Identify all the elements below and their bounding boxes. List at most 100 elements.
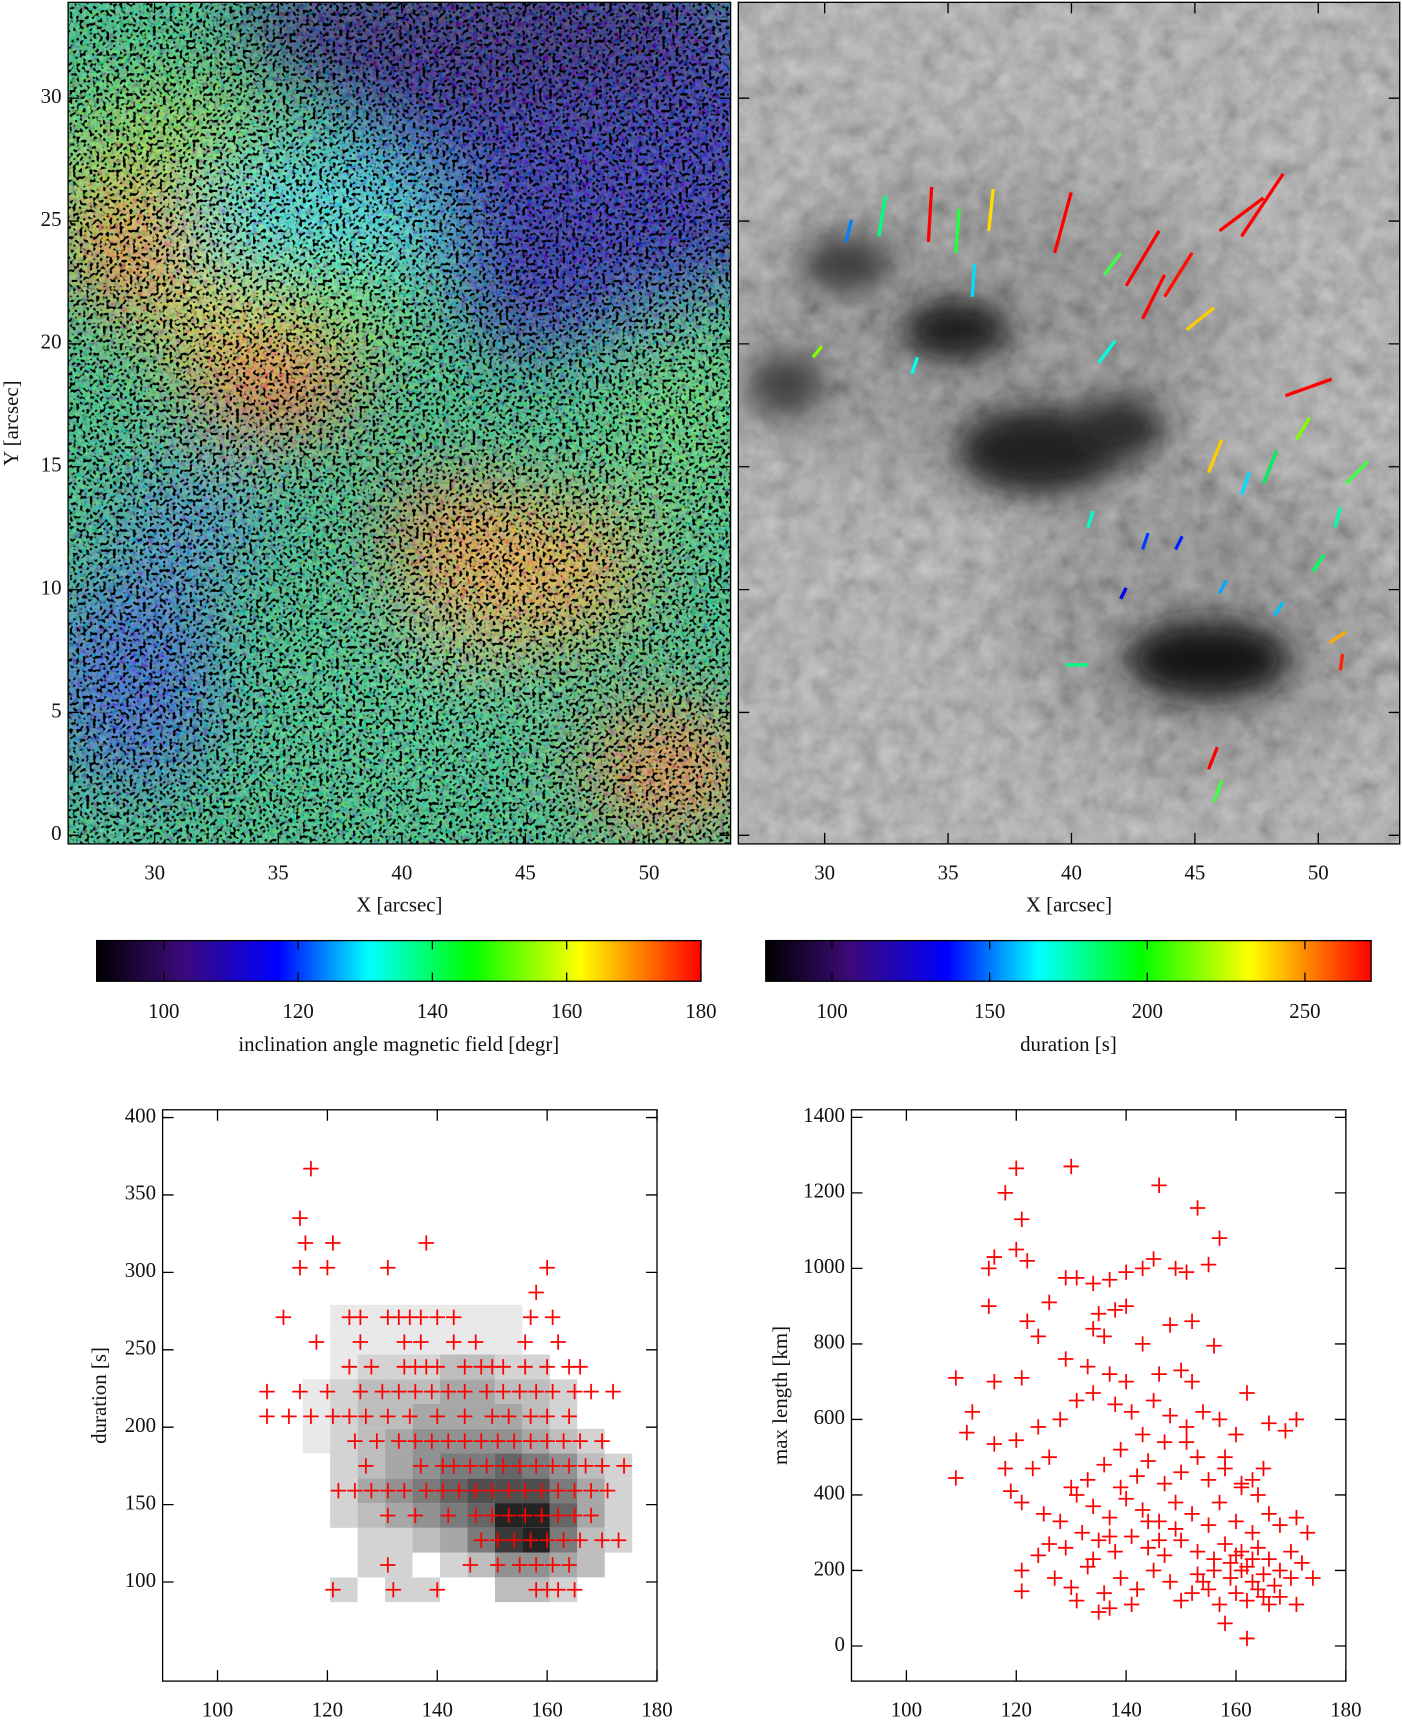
point: [490, 1532, 506, 1548]
point: [479, 1383, 495, 1400]
point: [1299, 1525, 1316, 1541]
point: [319, 1383, 336, 1400]
density-cell: [440, 1527, 468, 1553]
point: [1167, 1260, 1184, 1277]
x-axis-label: X [arcsec]: [356, 892, 442, 916]
point: [1233, 1562, 1250, 1579]
y-tick-label: 1000: [803, 1254, 845, 1278]
density-cell: [494, 1577, 523, 1603]
point: [544, 1309, 561, 1325]
point: [572, 1433, 588, 1449]
point: [572, 1532, 588, 1548]
point: [1233, 1475, 1250, 1492]
y-tick-label: 350: [125, 1181, 156, 1205]
point: [462, 1458, 478, 1474]
y-tick-label: 0: [51, 821, 61, 845]
point: [1123, 1596, 1140, 1613]
point: [506, 1532, 522, 1548]
point: [1063, 1158, 1079, 1175]
point: [259, 1383, 275, 1400]
point: [1019, 1313, 1035, 1329]
point: [1189, 1543, 1206, 1560]
point: [495, 1458, 511, 1474]
density-cell: [302, 1552, 331, 1578]
density-cell: [604, 1577, 633, 1603]
colorbar-tick-label: 250: [1289, 999, 1320, 1023]
intensity-map: [738, 2, 1400, 844]
x-tick-label: 140: [1110, 1698, 1141, 1722]
x-tick-label: 120: [1001, 1698, 1032, 1722]
point: [341, 1408, 358, 1425]
point: [1255, 1460, 1272, 1477]
density-cell: [604, 1552, 633, 1578]
density-cell: [302, 1354, 331, 1380]
point: [1222, 1570, 1239, 1586]
point: [1058, 1540, 1074, 1556]
point: [610, 1532, 627, 1548]
point: [396, 1334, 413, 1350]
point: [1140, 1453, 1156, 1469]
point: [506, 1433, 522, 1449]
point: [1250, 1487, 1266, 1503]
point: [468, 1482, 484, 1499]
point: [1123, 1404, 1140, 1420]
inclination-map: [68, 2, 731, 844]
x-tick-label: 45: [1184, 860, 1205, 884]
y-tick-label: 400: [125, 1103, 156, 1127]
point: [1107, 1396, 1123, 1413]
density-cell: [604, 1304, 633, 1330]
point: [1217, 1449, 1233, 1465]
point: [605, 1383, 621, 1400]
point: [1151, 1366, 1167, 1382]
point: [1283, 1543, 1299, 1560]
point: [1266, 1577, 1283, 1594]
point: [495, 1383, 511, 1400]
point: [303, 1160, 319, 1177]
point: [1079, 1472, 1096, 1488]
feature-segments: [811, 172, 1370, 803]
point: [1250, 1540, 1266, 1556]
point: [1014, 1562, 1030, 1579]
density-cell: [330, 1552, 358, 1578]
point: [1134, 1502, 1151, 1518]
point: [1112, 1479, 1129, 1496]
point: [1014, 1583, 1030, 1599]
colorbar-label: inclination angle magnetic field [degr]: [238, 1032, 559, 1056]
density-cell: [604, 1329, 633, 1355]
point: [1085, 1275, 1101, 1292]
point: [599, 1482, 616, 1499]
density-cell: [467, 1304, 495, 1330]
point: [1096, 1457, 1112, 1473]
point: [1162, 1317, 1178, 1333]
point: [1041, 1449, 1057, 1465]
point: [297, 1235, 314, 1251]
point: [1118, 1264, 1134, 1280]
y-tick-label: 5: [51, 698, 61, 722]
point: [539, 1433, 555, 1449]
colorbar-label: duration [s]: [1020, 1032, 1117, 1056]
point: [1211, 1411, 1228, 1428]
point: [495, 1359, 511, 1375]
point: [281, 1408, 297, 1425]
point: [1030, 1547, 1046, 1564]
x-tick-label: 160: [1220, 1698, 1251, 1722]
point: [1030, 1419, 1046, 1435]
point: [544, 1383, 561, 1400]
x-tick-label: 100: [202, 1698, 233, 1722]
point: [1222, 1555, 1239, 1571]
point: [517, 1359, 533, 1375]
point: [1014, 1494, 1030, 1511]
point: [1173, 1592, 1189, 1609]
point: [1118, 1373, 1134, 1390]
point: [1014, 1211, 1030, 1227]
point: [308, 1334, 325, 1350]
point: [1294, 1555, 1310, 1571]
point: [997, 1460, 1013, 1477]
point: [380, 1260, 396, 1276]
point: [446, 1309, 462, 1325]
point: [1090, 1306, 1107, 1322]
colorbar-tick-label: 150: [974, 999, 1005, 1023]
point: [1079, 1358, 1096, 1375]
point: [1178, 1264, 1195, 1280]
